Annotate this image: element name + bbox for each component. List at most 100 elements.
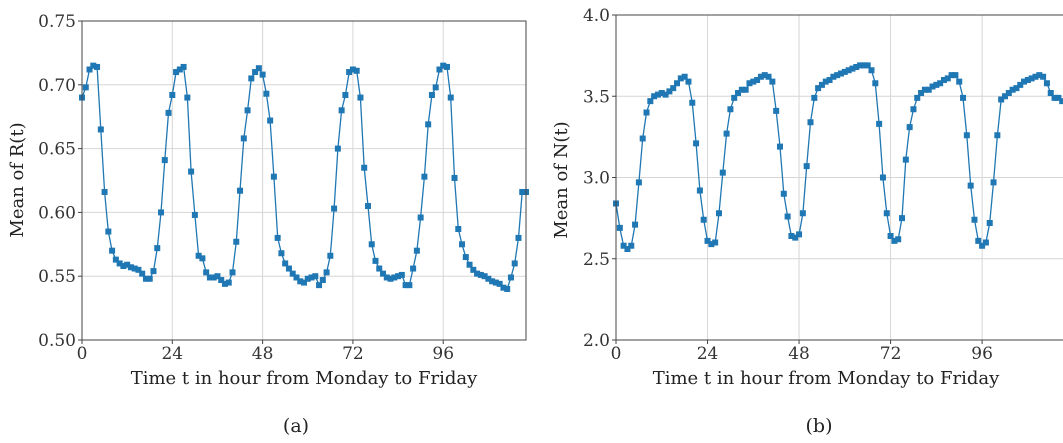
data-point bbox=[883, 210, 890, 217]
data-point bbox=[169, 92, 176, 99]
data-point bbox=[735, 90, 742, 96]
data-point bbox=[1001, 93, 1008, 100]
data-point bbox=[963, 132, 970, 139]
data-point bbox=[1017, 81, 1024, 88]
data-point bbox=[436, 66, 443, 73]
data-point bbox=[214, 273, 221, 280]
data-point bbox=[830, 73, 837, 80]
data-point bbox=[474, 270, 481, 277]
data-point bbox=[754, 77, 761, 83]
data-point bbox=[496, 280, 503, 287]
data-point bbox=[1009, 86, 1016, 93]
data-point bbox=[925, 86, 932, 93]
data-point bbox=[895, 236, 902, 243]
data-point bbox=[738, 86, 745, 93]
data-point bbox=[761, 72, 768, 79]
data-point bbox=[776, 143, 783, 150]
series-line bbox=[81, 64, 526, 290]
data-point bbox=[466, 261, 473, 268]
x-tick-label: 72 bbox=[880, 344, 902, 364]
data-point bbox=[731, 94, 738, 101]
y-tick-label: 0.75 bbox=[38, 12, 76, 32]
data-point bbox=[199, 255, 206, 262]
series-line-n bbox=[613, 62, 1063, 252]
plot-frame bbox=[81, 20, 527, 341]
data-point bbox=[1024, 77, 1031, 83]
data-point bbox=[986, 220, 993, 226]
data-point bbox=[792, 234, 799, 241]
data-point bbox=[368, 241, 375, 248]
data-point bbox=[921, 86, 928, 93]
data-point bbox=[97, 126, 104, 133]
data-point bbox=[765, 73, 772, 80]
data-point bbox=[308, 274, 315, 281]
data-point bbox=[975, 237, 982, 244]
data-point bbox=[769, 78, 776, 85]
data-point bbox=[485, 275, 492, 282]
data-point bbox=[481, 273, 488, 280]
data-point bbox=[1055, 94, 1062, 101]
x-tick-label: 48 bbox=[788, 344, 810, 364]
data-point bbox=[632, 221, 639, 228]
data-point bbox=[338, 107, 345, 114]
data-point bbox=[504, 285, 511, 292]
y-tick-label: 3.5 bbox=[583, 87, 610, 107]
data-point bbox=[519, 188, 526, 195]
y-axis-label: Mean of R(t) bbox=[7, 122, 28, 237]
data-point bbox=[127, 264, 134, 271]
data-point bbox=[406, 282, 413, 289]
y-tick-label: 0.60 bbox=[38, 203, 76, 223]
data-point bbox=[666, 88, 673, 95]
y-tick-labels: 2.0 2.5 3.0 3.5 4.0 bbox=[583, 6, 616, 351]
data-point bbox=[799, 210, 806, 217]
series-line bbox=[615, 64, 1063, 250]
data-point bbox=[150, 268, 157, 275]
data-point bbox=[255, 65, 262, 72]
data-point bbox=[940, 77, 947, 83]
y-tick-labels: 0.50 0.55 0.60 0.65 0.70 0.75 bbox=[38, 12, 82, 351]
data-point bbox=[639, 135, 646, 142]
data-point bbox=[1043, 80, 1050, 87]
data-point bbox=[1028, 75, 1035, 82]
data-point bbox=[447, 94, 454, 101]
data-point bbox=[715, 210, 722, 217]
data-point bbox=[357, 94, 364, 101]
data-point bbox=[451, 174, 458, 181]
data-point bbox=[142, 275, 149, 282]
data-point bbox=[635, 179, 642, 186]
data-point bbox=[1021, 78, 1028, 85]
data-point bbox=[417, 214, 424, 221]
data-point bbox=[237, 187, 244, 194]
data-point bbox=[746, 80, 753, 87]
data-point bbox=[432, 84, 439, 91]
data-point bbox=[184, 94, 191, 101]
data-point bbox=[693, 140, 700, 147]
x-axis-label: Time t in hour from Monday to Friday bbox=[131, 368, 478, 389]
data-point bbox=[274, 234, 281, 241]
data-point bbox=[708, 241, 715, 248]
data-point bbox=[459, 241, 466, 248]
data-point bbox=[455, 225, 462, 232]
data-point bbox=[124, 261, 131, 268]
data-point bbox=[807, 119, 814, 126]
data-point bbox=[206, 274, 213, 281]
gridlines bbox=[81, 20, 526, 341]
data-point bbox=[868, 67, 875, 74]
data-point bbox=[780, 190, 787, 197]
data-point bbox=[413, 247, 420, 254]
data-point bbox=[933, 81, 940, 88]
data-point bbox=[906, 124, 913, 131]
data-point bbox=[376, 265, 383, 272]
data-point bbox=[492, 279, 499, 286]
data-point bbox=[990, 179, 997, 186]
data-point bbox=[1051, 94, 1058, 101]
data-point bbox=[304, 275, 311, 282]
data-point bbox=[937, 80, 944, 87]
data-point bbox=[742, 86, 749, 93]
data-point bbox=[191, 211, 198, 218]
panel-caption-b: (b) bbox=[806, 415, 833, 437]
data-point bbox=[94, 63, 101, 70]
data-point bbox=[651, 93, 658, 100]
data-point bbox=[864, 62, 871, 69]
data-point bbox=[316, 282, 323, 289]
